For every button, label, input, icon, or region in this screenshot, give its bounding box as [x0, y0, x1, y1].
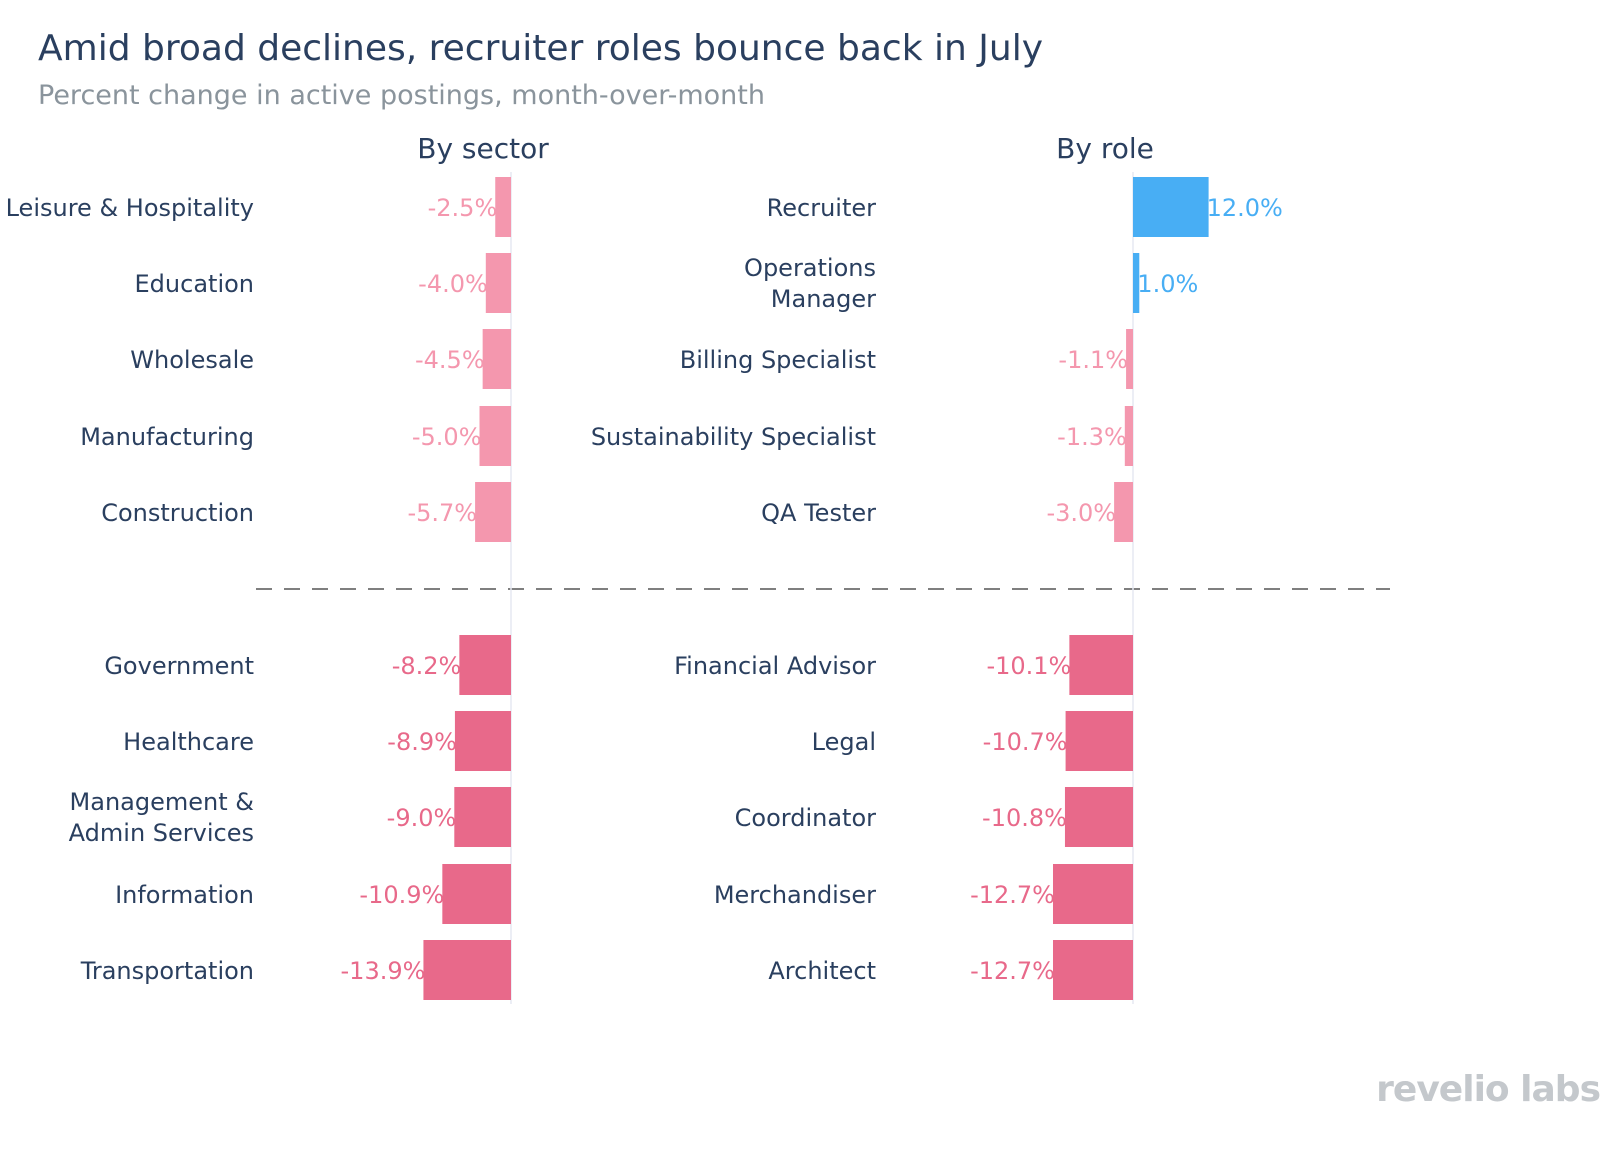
data-label-sector: -5.0%: [412, 423, 482, 451]
chart-title: Amid broad declines, recruiter roles bou…: [38, 28, 1043, 69]
category-label-sector: Healthcare: [123, 728, 254, 756]
panel-title-role: By role: [1056, 132, 1154, 165]
bar-sector: [475, 482, 511, 542]
bar-role: [1124, 406, 1133, 466]
data-label-sector: -2.5%: [428, 194, 498, 222]
category-label-role: Merchandiser: [714, 881, 876, 909]
bar-sector: [454, 787, 511, 847]
data-label-role: -1.3%: [1057, 423, 1127, 451]
category-label-sector: Management & Admin Services: [69, 788, 254, 847]
category-label-sector: Manufacturing: [80, 423, 254, 451]
bar-role: [1114, 482, 1133, 542]
bar-role: [1133, 253, 1140, 313]
bar-role: [1133, 177, 1209, 237]
category-label-role: Recruiter: [767, 194, 876, 222]
category-label-line: Operations: [744, 254, 876, 282]
bar-sector: [423, 940, 511, 1000]
bar-role: [1064, 787, 1133, 847]
data-label-sector: -9.0%: [387, 804, 457, 832]
category-label-line: Admin Services: [69, 819, 254, 847]
data-label-sector: -5.7%: [407, 499, 477, 527]
bar-role: [1052, 864, 1133, 924]
bar-sector: [479, 406, 511, 466]
category-label-sector: Transportation: [80, 957, 254, 985]
data-label-role: -10.7%: [983, 728, 1068, 756]
category-label-sector: Government: [104, 652, 254, 680]
category-label-role: Financial Advisor: [674, 652, 876, 680]
data-label-role: -10.8%: [982, 804, 1067, 832]
data-label-role: 12.0%: [1207, 194, 1283, 222]
revelio-labs-logo: revelio labs: [1376, 1069, 1601, 1110]
category-label-sector: Construction: [101, 499, 254, 527]
category-label-role: QA Tester: [761, 499, 876, 527]
category-label-sector: Wholesale: [130, 346, 254, 374]
data-label-role: -12.7%: [970, 957, 1055, 985]
panel-title-sector: By sector: [417, 132, 549, 165]
chart-subtitle: Percent change in active postings, month…: [38, 80, 765, 111]
bar-sector: [454, 711, 511, 771]
bar-role: [1052, 940, 1133, 1000]
bar-role: [1126, 329, 1133, 389]
category-label-sector: Leisure & Hospitality: [6, 194, 254, 222]
category-label-sector: Information: [115, 881, 254, 909]
data-label-role: -1.1%: [1058, 346, 1128, 374]
bar-role: [1069, 635, 1133, 695]
bar-sector: [485, 253, 511, 313]
data-label-role: 1.0%: [1137, 270, 1198, 298]
bar-sector: [495, 177, 511, 237]
data-label-role: -12.7%: [970, 881, 1055, 909]
category-label-role: Sustainability Specialist: [591, 423, 876, 451]
data-label-role: -3.0%: [1046, 499, 1116, 527]
category-label-role: Coordinator: [735, 804, 876, 832]
category-label-role: Billing Specialist: [680, 346, 876, 374]
data-label-sector: -8.9%: [387, 728, 457, 756]
bar-sector: [482, 329, 511, 389]
category-label-sector: Education: [135, 270, 254, 298]
data-label-sector: -8.2%: [392, 652, 462, 680]
bar-sector: [459, 635, 511, 695]
data-label-sector: -10.9%: [359, 881, 444, 909]
category-label-line: Manager: [771, 285, 876, 313]
data-label-role: -10.1%: [986, 652, 1071, 680]
bar-sector: [442, 864, 511, 924]
bar-role: [1065, 711, 1133, 771]
data-label-sector: -4.5%: [415, 346, 485, 374]
category-label-role: Legal: [812, 728, 876, 756]
category-label-line: Management &: [70, 788, 254, 816]
category-label-role: Architect: [768, 957, 876, 985]
data-label-sector: -13.9%: [341, 957, 426, 985]
data-label-sector: -4.0%: [418, 270, 488, 298]
category-label-role: Operations Manager: [744, 254, 876, 313]
